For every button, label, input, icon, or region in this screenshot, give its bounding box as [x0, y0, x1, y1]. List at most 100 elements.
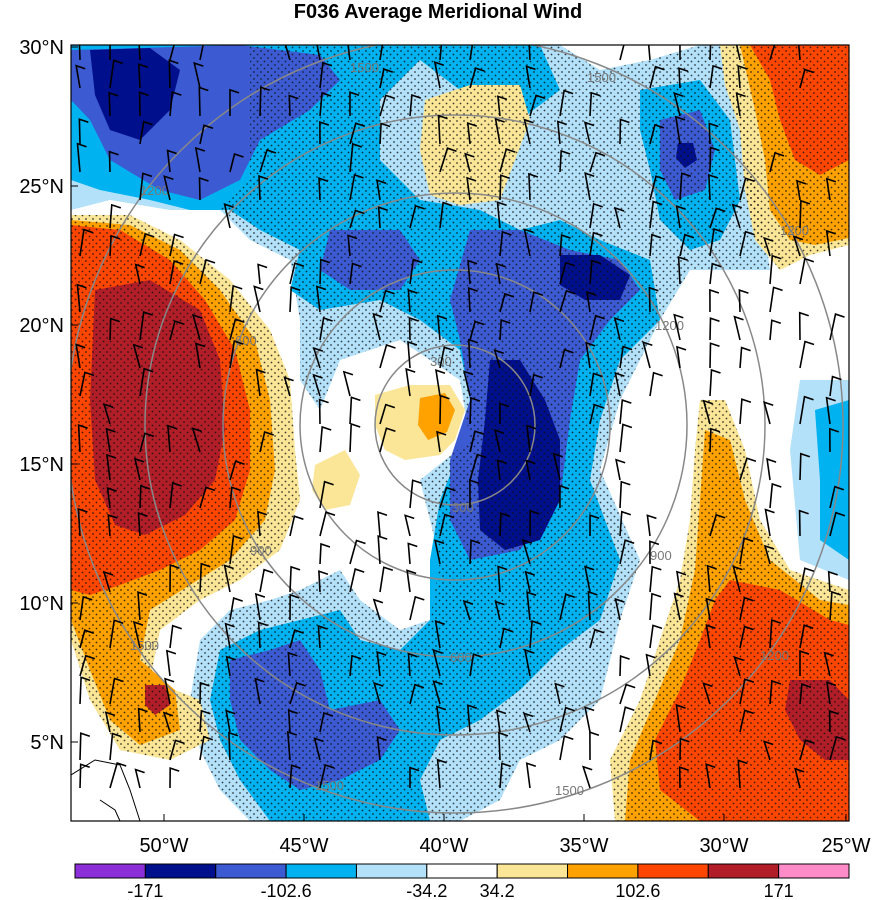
wind-barb	[829, 375, 842, 397]
wind-barb	[769, 45, 776, 61]
wind-barb	[169, 45, 175, 61]
wind-barb	[526, 424, 537, 453]
wind-barb	[349, 654, 362, 677]
wind-barb	[199, 681, 210, 705]
wind-barb	[673, 91, 684, 117]
wind-barb	[225, 655, 236, 677]
wind-barb	[799, 452, 811, 481]
wind-barb	[525, 762, 537, 789]
wind-barb	[732, 565, 743, 593]
wind-barb	[497, 565, 508, 593]
wind-barb	[825, 396, 836, 425]
wind-barb	[287, 709, 298, 733]
wind-barb	[439, 201, 453, 229]
wind-barb	[258, 174, 269, 201]
wind-barb	[589, 259, 602, 285]
wind-barb	[619, 655, 630, 677]
wind-barb	[133, 457, 145, 481]
wind-barb	[552, 452, 563, 481]
wind-barb	[315, 285, 327, 313]
wind-barb	[439, 147, 457, 173]
colorbar-swatch	[144, 863, 217, 879]
wind-barb	[229, 88, 240, 116]
wind-barb	[706, 564, 717, 593]
wind-barb	[79, 371, 95, 397]
wind-barb	[523, 118, 534, 145]
wind-barb	[139, 232, 155, 257]
wind-barb	[587, 590, 598, 621]
wind-barb	[529, 620, 542, 649]
wind-barb	[792, 235, 804, 257]
range-rings	[71, 45, 844, 814]
wind-barb	[349, 142, 363, 173]
wind-barb	[256, 510, 268, 537]
wind-barb	[376, 736, 387, 761]
wind-barb	[829, 735, 846, 761]
wind-barb	[499, 230, 512, 257]
wind-barb	[191, 313, 203, 341]
wind-barb	[469, 320, 485, 341]
range-ring-label: 900	[650, 548, 672, 563]
wind-barb	[619, 539, 635, 565]
wind-barb	[255, 368, 266, 397]
wind-barb	[825, 229, 836, 257]
range-ring-label: 1500	[350, 60, 379, 75]
colorbar-swatch	[496, 863, 569, 879]
colorbar-swatch	[74, 863, 146, 879]
wind-barb	[586, 290, 597, 313]
wind-barb	[259, 148, 277, 173]
range-ring-label: 600	[235, 333, 257, 348]
wind-barb	[372, 312, 383, 341]
wind-barb	[109, 732, 122, 761]
wind-barb	[409, 258, 423, 285]
wind-barb	[733, 315, 744, 341]
wind-barb	[409, 204, 425, 229]
wind-barb	[589, 151, 606, 173]
wind-barb	[257, 621, 268, 649]
wind-barb	[313, 737, 324, 761]
wind-barb	[319, 511, 336, 537]
wind-barb	[709, 262, 722, 285]
range-ring-label: 300	[452, 500, 474, 515]
wind-barb	[105, 427, 116, 453]
wind-barb	[349, 568, 365, 593]
wind-barb	[107, 513, 118, 537]
wind-barb	[229, 284, 243, 313]
wind-barb	[229, 152, 244, 173]
wind-barb	[466, 704, 478, 733]
wind-barb	[435, 705, 447, 733]
range-ring-label: 1500	[130, 638, 159, 653]
wind-barb	[169, 481, 182, 509]
wind-barb	[379, 566, 394, 593]
wind-barb	[109, 761, 127, 789]
wind-barb	[312, 373, 323, 397]
wind-barb	[529, 509, 540, 537]
colorbar-tick-label: -102.6	[261, 881, 312, 900]
wind-barb	[79, 228, 94, 257]
wind-barb	[645, 653, 656, 677]
wind-barb	[499, 762, 512, 789]
wind-barb	[799, 624, 814, 649]
wind-barb	[379, 289, 395, 313]
wind-barb	[702, 682, 713, 705]
wind-barb	[589, 628, 605, 649]
wind-barb	[769, 679, 782, 705]
wind-barb	[439, 486, 456, 509]
map-plot-area: 300 300 600 600 900 900 1200 1200 1200 1…	[71, 45, 849, 821]
wind-barb	[799, 567, 815, 593]
wind-barb	[828, 427, 840, 453]
wind-barb	[763, 400, 774, 425]
wind-barb	[199, 486, 216, 509]
wind-barb	[799, 199, 811, 229]
wind-barb	[709, 427, 721, 453]
wind-barb	[373, 681, 384, 705]
wind-barb	[435, 369, 446, 397]
lat-label: 5°N	[30, 732, 64, 754]
wind-barb	[137, 63, 149, 89]
wind-barb	[559, 593, 576, 621]
wind-barb	[132, 620, 144, 649]
wind-barb	[559, 234, 571, 257]
wind-barb	[676, 345, 687, 369]
wind-barb	[619, 118, 630, 145]
wind-barb	[678, 766, 689, 789]
